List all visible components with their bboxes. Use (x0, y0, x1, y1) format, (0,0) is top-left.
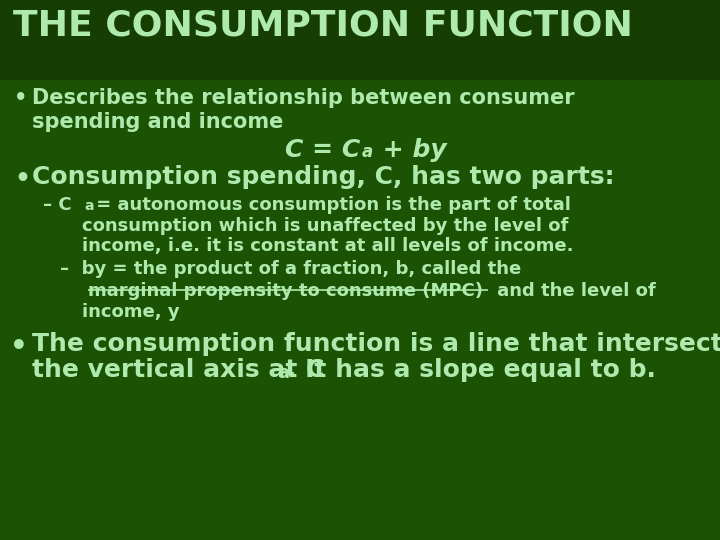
Text: a: a (361, 143, 373, 161)
Text: – C: – C (43, 196, 72, 214)
Text: –  by = the product of a fraction, b, called the: – by = the product of a fraction, b, cal… (60, 260, 521, 278)
Text: a: a (277, 364, 289, 382)
Text: The consumption function is a line that intersects: The consumption function is a line that … (32, 332, 720, 356)
Text: . It has a slope equal to b.: . It has a slope equal to b. (287, 358, 656, 382)
Text: income, i.e. it is constant at all levels of income.: income, i.e. it is constant at all level… (82, 237, 574, 255)
Text: the vertical axis at C: the vertical axis at C (32, 358, 324, 382)
Text: Describes the relationship between consumer: Describes the relationship between consu… (32, 88, 575, 108)
Text: THE CONSUMPTION FUNCTION: THE CONSUMPTION FUNCTION (13, 8, 633, 42)
Text: a: a (84, 199, 94, 213)
Text: and the level of: and the level of (491, 282, 655, 300)
Text: Consumption spending, C, has two parts:: Consumption spending, C, has two parts: (32, 165, 614, 189)
Text: consumption which is unaffected by the level of: consumption which is unaffected by the l… (82, 217, 568, 235)
Text: •: • (14, 88, 27, 108)
Text: •: • (10, 333, 28, 361)
Text: spending and income: spending and income (32, 112, 284, 132)
Text: •: • (14, 167, 30, 191)
Text: C = C: C = C (284, 138, 360, 162)
Text: + by: + by (374, 138, 447, 162)
Text: marginal propensity to consume (MPC): marginal propensity to consume (MPC) (88, 282, 483, 300)
Text: = autonomous consumption is the part of total: = autonomous consumption is the part of … (90, 196, 571, 214)
Text: income, y: income, y (82, 303, 179, 321)
